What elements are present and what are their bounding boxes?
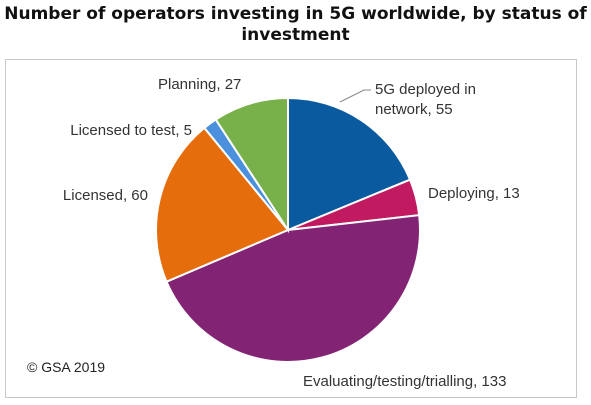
chart-title: Number of operators investing in 5G worl… <box>4 4 587 45</box>
leader-line <box>339 89 371 103</box>
data-label-5: Planning, 27 <box>158 76 241 93</box>
data-label-3: Licensed, 60 <box>63 187 148 204</box>
data-label-4: Licensed to test, 5 <box>70 122 192 139</box>
pie-slice-licensed <box>155 126 290 283</box>
data-label-0: 5G deployed in network, 55 <box>375 81 476 118</box>
copyright-notice: © GSA 2019 <box>27 359 106 375</box>
pie-slice-5g-deployed-in-network <box>287 96 412 232</box>
pie-slice-evaluating-testing-trialling <box>165 214 421 363</box>
data-label-2: Evaluating/testing/trialling, 133 <box>303 373 506 390</box>
pie-slice-planning <box>214 96 289 234</box>
data-label-1: Deploying, 13 <box>428 185 520 202</box>
